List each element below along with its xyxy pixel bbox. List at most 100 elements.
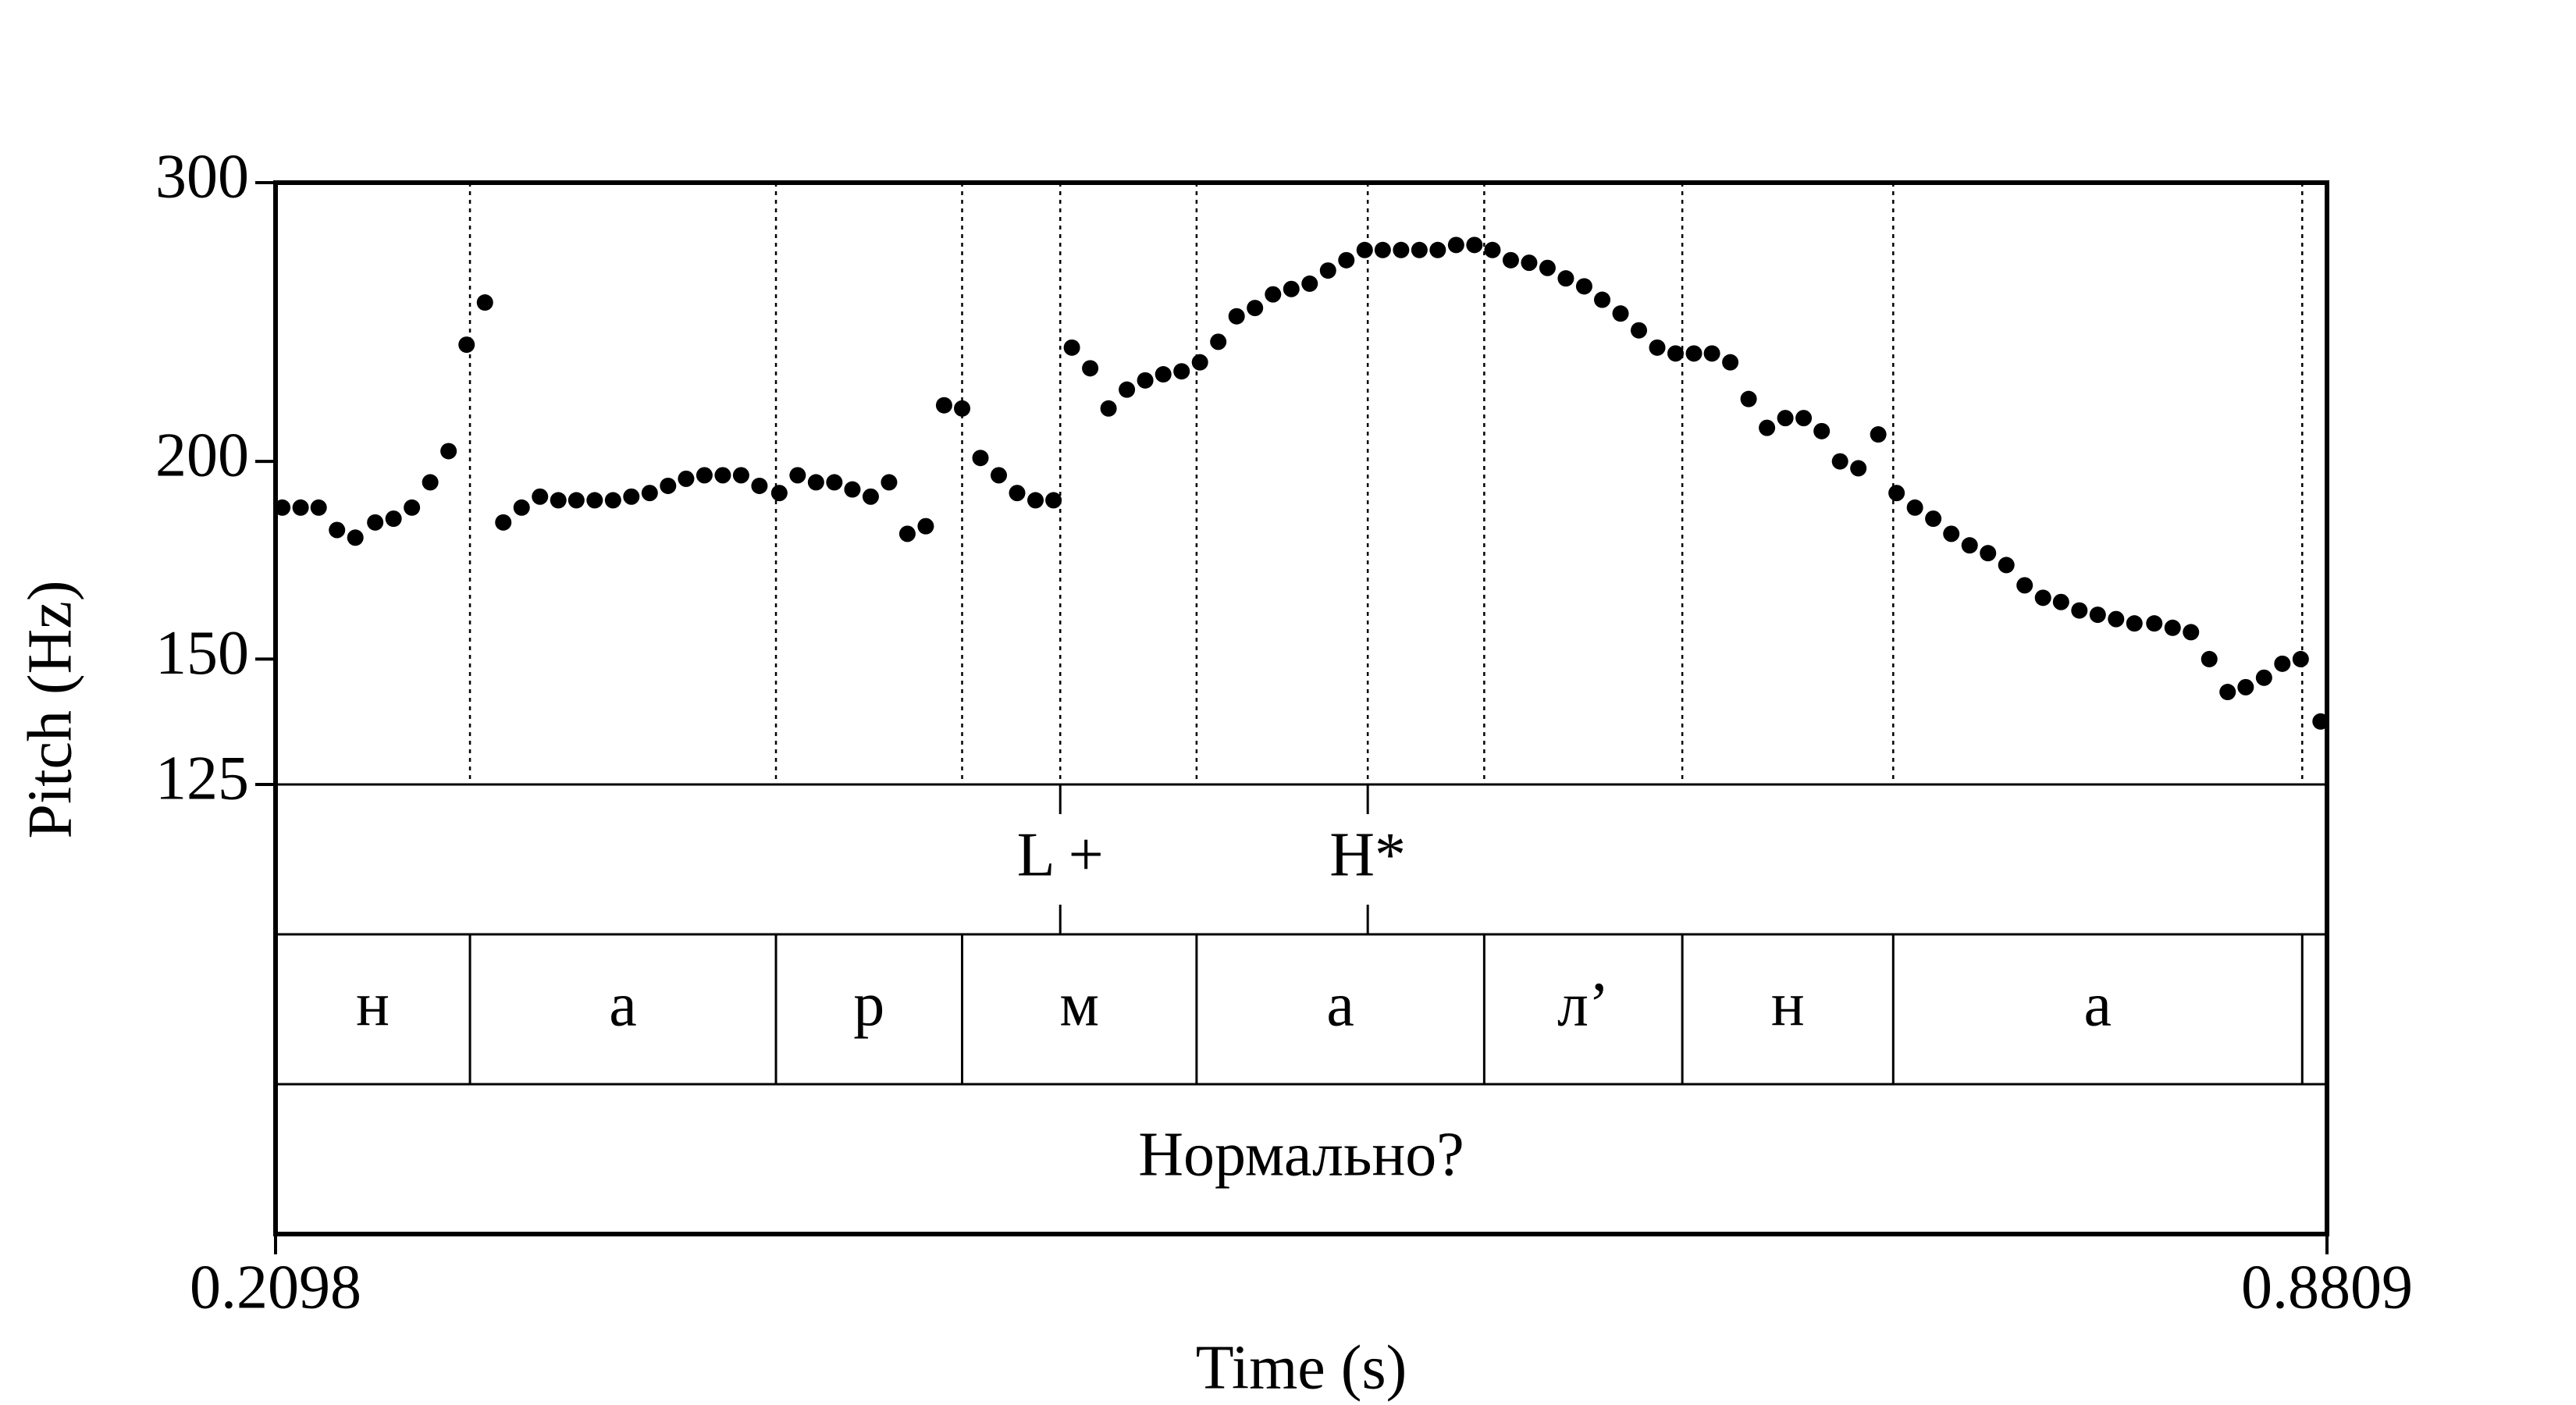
pitch-point bbox=[1247, 300, 1264, 317]
pitch-point bbox=[2201, 650, 2218, 667]
pitch-point bbox=[422, 474, 439, 491]
pitch-point bbox=[458, 336, 475, 354]
pitch-point bbox=[367, 514, 384, 531]
pitch-point bbox=[2274, 655, 2291, 672]
pitch-point bbox=[2292, 650, 2309, 667]
pitch-point bbox=[1539, 259, 1556, 276]
tone-label: H* bbox=[1329, 820, 1406, 889]
pitch-point bbox=[714, 467, 731, 484]
pitch-point bbox=[807, 474, 824, 491]
pitch-point bbox=[495, 514, 512, 531]
pitch-point bbox=[532, 488, 549, 505]
pitch-point bbox=[862, 488, 879, 505]
pitch-point bbox=[1137, 372, 1154, 389]
pitch-point bbox=[1631, 322, 1648, 339]
pitch-point bbox=[1393, 241, 1410, 258]
pitch-point bbox=[1100, 400, 1117, 417]
pitch-point bbox=[1740, 390, 1757, 407]
pitch-point bbox=[935, 397, 952, 414]
pitch-point bbox=[1265, 286, 1282, 303]
y-axis-label: Pitch (Hz) bbox=[16, 580, 84, 838]
y-tick-label: 300 bbox=[155, 142, 249, 211]
x-tick-label: 0.2098 bbox=[190, 1253, 361, 1321]
pitch-point bbox=[678, 470, 695, 487]
pitch-point bbox=[1777, 410, 1794, 427]
pitch-point bbox=[641, 485, 658, 502]
pitch-point bbox=[1980, 545, 1997, 562]
pitch-point bbox=[2237, 678, 2254, 695]
plot-frame bbox=[273, 180, 2329, 1236]
pitch-point bbox=[476, 294, 493, 311]
pitch-point bbox=[1703, 345, 1720, 362]
interval-label: н bbox=[1771, 970, 1805, 1039]
pitch-point bbox=[1998, 557, 2015, 574]
pitch-point bbox=[826, 474, 843, 491]
pitch-point bbox=[1502, 251, 1519, 269]
interval-label: а bbox=[1326, 970, 1354, 1039]
pitch-point bbox=[440, 443, 457, 460]
pitch-point bbox=[1943, 525, 1960, 542]
pitch-point bbox=[1356, 241, 1373, 258]
pitch-point bbox=[1649, 339, 1666, 356]
pitch-point bbox=[1338, 251, 1355, 269]
pitch-point bbox=[898, 525, 916, 542]
pitch-point bbox=[1411, 241, 1428, 258]
pitch-point bbox=[2183, 624, 2200, 641]
pitch-point bbox=[292, 499, 309, 516]
pitch-point bbox=[1612, 305, 1629, 322]
pitch-point bbox=[1961, 537, 1978, 554]
pitch-point bbox=[2164, 619, 2181, 636]
pitch-point bbox=[1831, 453, 1848, 470]
pitch-point bbox=[2089, 606, 2106, 624]
pitch-point bbox=[329, 521, 346, 539]
pitch-point bbox=[1283, 280, 1300, 297]
pitch-point bbox=[1301, 275, 1318, 292]
pitch-point bbox=[770, 485, 788, 502]
pitch-point bbox=[2219, 684, 2236, 701]
pitch-point bbox=[2016, 577, 2033, 594]
pitch-point bbox=[1466, 237, 1483, 254]
pitch-point bbox=[1027, 492, 1044, 509]
x-axis-label: Time (s) bbox=[1196, 1333, 1407, 1402]
pitch-point bbox=[1374, 241, 1391, 258]
pitch-point bbox=[1484, 241, 1501, 258]
pitch-point bbox=[568, 492, 585, 509]
pitch-point bbox=[1173, 363, 1190, 380]
pitch-point bbox=[1575, 278, 1592, 295]
pitch-point bbox=[1906, 499, 1923, 516]
pitch-point bbox=[1228, 308, 1245, 325]
y-tick-label: 150 bbox=[155, 619, 249, 688]
pitch-point bbox=[550, 492, 567, 509]
pitch-point bbox=[1429, 241, 1446, 258]
y-tick-label: 125 bbox=[155, 744, 249, 813]
pitch-point bbox=[751, 477, 768, 494]
pitch-point bbox=[2052, 593, 2069, 610]
pitch-point bbox=[1319, 262, 1336, 279]
pitch-point bbox=[991, 467, 1008, 484]
pitch-point bbox=[2108, 610, 2125, 628]
pitch-point bbox=[385, 510, 402, 528]
interval-label: н bbox=[356, 970, 390, 1039]
pitch-point bbox=[1063, 339, 1080, 356]
pitch-point bbox=[1870, 426, 1887, 443]
pitch-point bbox=[1447, 237, 1464, 254]
pitch-point bbox=[696, 467, 713, 484]
pitch-point bbox=[1155, 366, 1172, 383]
pitch-point bbox=[954, 400, 971, 417]
pitch-point bbox=[1191, 354, 1208, 371]
pitch-point bbox=[404, 499, 421, 516]
interval-label: а bbox=[2084, 970, 2112, 1039]
pitch-point bbox=[604, 492, 621, 509]
pitch-point bbox=[1685, 345, 1703, 362]
interval-label: м bbox=[1059, 970, 1099, 1039]
interval-label: л’ bbox=[1557, 970, 1610, 1039]
x-tick-label: 0.8809 bbox=[2241, 1253, 2413, 1321]
pitch-point bbox=[623, 488, 640, 505]
pitch-point bbox=[732, 467, 749, 484]
pitch-point bbox=[2034, 589, 2051, 606]
pitch-point bbox=[1888, 485, 1905, 502]
pitch-point bbox=[972, 450, 989, 467]
pitch-point bbox=[513, 499, 530, 516]
interval-label: а bbox=[609, 970, 637, 1039]
